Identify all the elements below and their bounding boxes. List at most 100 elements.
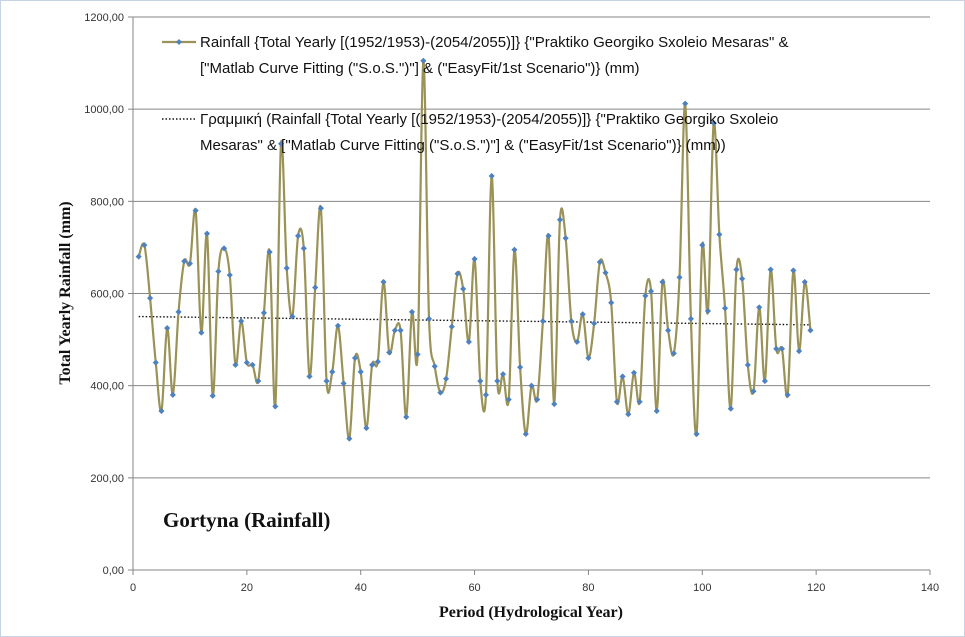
data-point [141, 241, 148, 249]
data-point [573, 338, 581, 346]
data-point [619, 373, 626, 380]
data-point [488, 172, 495, 180]
chart-annotation: Gortyna (Rainfall) [163, 508, 330, 532]
data-point [340, 380, 347, 387]
data-point [317, 205, 325, 212]
data-point [329, 368, 336, 375]
data-point [249, 361, 256, 369]
data-point [710, 119, 717, 127]
data-point [642, 292, 649, 299]
data-point [448, 323, 455, 330]
data-point [534, 396, 541, 403]
data-point [209, 392, 216, 399]
data-point [659, 278, 666, 286]
data-point [437, 389, 444, 396]
data-point [625, 411, 632, 418]
data-point [164, 324, 171, 332]
data-point [363, 424, 370, 432]
data-point [226, 271, 233, 279]
data-point [613, 398, 621, 405]
data-point [562, 235, 569, 242]
data-point [220, 245, 228, 252]
data-point [186, 260, 194, 267]
data-point [289, 313, 296, 320]
legend-label-line: Rainfall {Total Yearly [(1952/1953)-(205… [200, 34, 789, 51]
data-point [630, 369, 638, 376]
data-point [294, 232, 302, 240]
data-point [368, 361, 376, 369]
legend-label-line: Γραμμική (Rainfall {Total Yearly [(1952/… [200, 111, 778, 128]
data-point [499, 370, 507, 378]
legend-marker-rainfall [176, 39, 182, 45]
data-point [676, 274, 683, 281]
data-point [653, 407, 660, 415]
data-point [238, 317, 245, 325]
data-point [784, 391, 791, 399]
y-tick-label: 1200,00 [84, 12, 124, 24]
data-point [283, 265, 290, 272]
data-point [312, 284, 319, 291]
data-point [516, 364, 524, 371]
data-point [425, 315, 433, 322]
data-point [403, 413, 410, 421]
data-point [551, 400, 558, 408]
data-point [203, 230, 211, 237]
data-point [431, 363, 438, 370]
data-point [682, 100, 689, 107]
y-tick-label: 400,00 [90, 381, 124, 393]
data-point [460, 285, 467, 293]
data-point [175, 308, 182, 316]
data-point [243, 359, 251, 366]
data-point [756, 304, 763, 311]
data-point [744, 361, 751, 369]
data-point [277, 140, 285, 147]
data-point [346, 435, 353, 442]
y-tick-label: 200,00 [90, 473, 124, 485]
data-point [693, 430, 700, 438]
legend-label-line: Mesaras" & ["Matlab Curve Fitting ("S.o.… [200, 137, 726, 154]
x-axis-label: Period (Hydrological Year) [439, 604, 623, 621]
data-point [522, 430, 529, 438]
data-point [266, 248, 273, 256]
data-point [608, 299, 615, 306]
data-point [397, 327, 404, 334]
legend: Rainfall {Total Yearly [(1952/1953)-(205… [162, 34, 789, 154]
data-point [420, 57, 427, 64]
data-point [306, 373, 313, 380]
data-point [158, 407, 165, 415]
data-point [391, 327, 399, 334]
data-point [733, 266, 740, 273]
data-point [408, 308, 416, 316]
data-point [579, 311, 586, 318]
data-point [699, 241, 706, 249]
data-point [545, 232, 552, 240]
data-point [192, 207, 199, 214]
data-point [585, 354, 592, 362]
data-point [721, 305, 729, 312]
data-point [181, 258, 188, 265]
data-point [664, 327, 672, 334]
data-point [801, 278, 808, 286]
data-point [146, 294, 154, 302]
data-point [790, 267, 797, 274]
data-point [727, 405, 734, 412]
y-axis-label: Total Yearly Rainfall (mm) [57, 201, 74, 384]
data-point [494, 377, 501, 385]
x-tick-label: 80 [582, 582, 594, 594]
data-point [750, 388, 757, 395]
data-point [556, 216, 564, 223]
y-tick-label: 800,00 [90, 196, 124, 208]
data-point [334, 322, 342, 329]
data-point [380, 278, 387, 286]
data-point [135, 253, 142, 260]
x-tick-label: 60 [468, 582, 480, 594]
data-point [471, 255, 478, 263]
legend-label-line: ["Matlab Curve Fitting ("S.o.S.")"] & ("… [200, 60, 640, 77]
data-point [232, 361, 239, 369]
data-point [374, 358, 381, 365]
y-tick-label: 1000,00 [84, 104, 124, 116]
data-point [357, 368, 364, 375]
axes [128, 16, 931, 575]
